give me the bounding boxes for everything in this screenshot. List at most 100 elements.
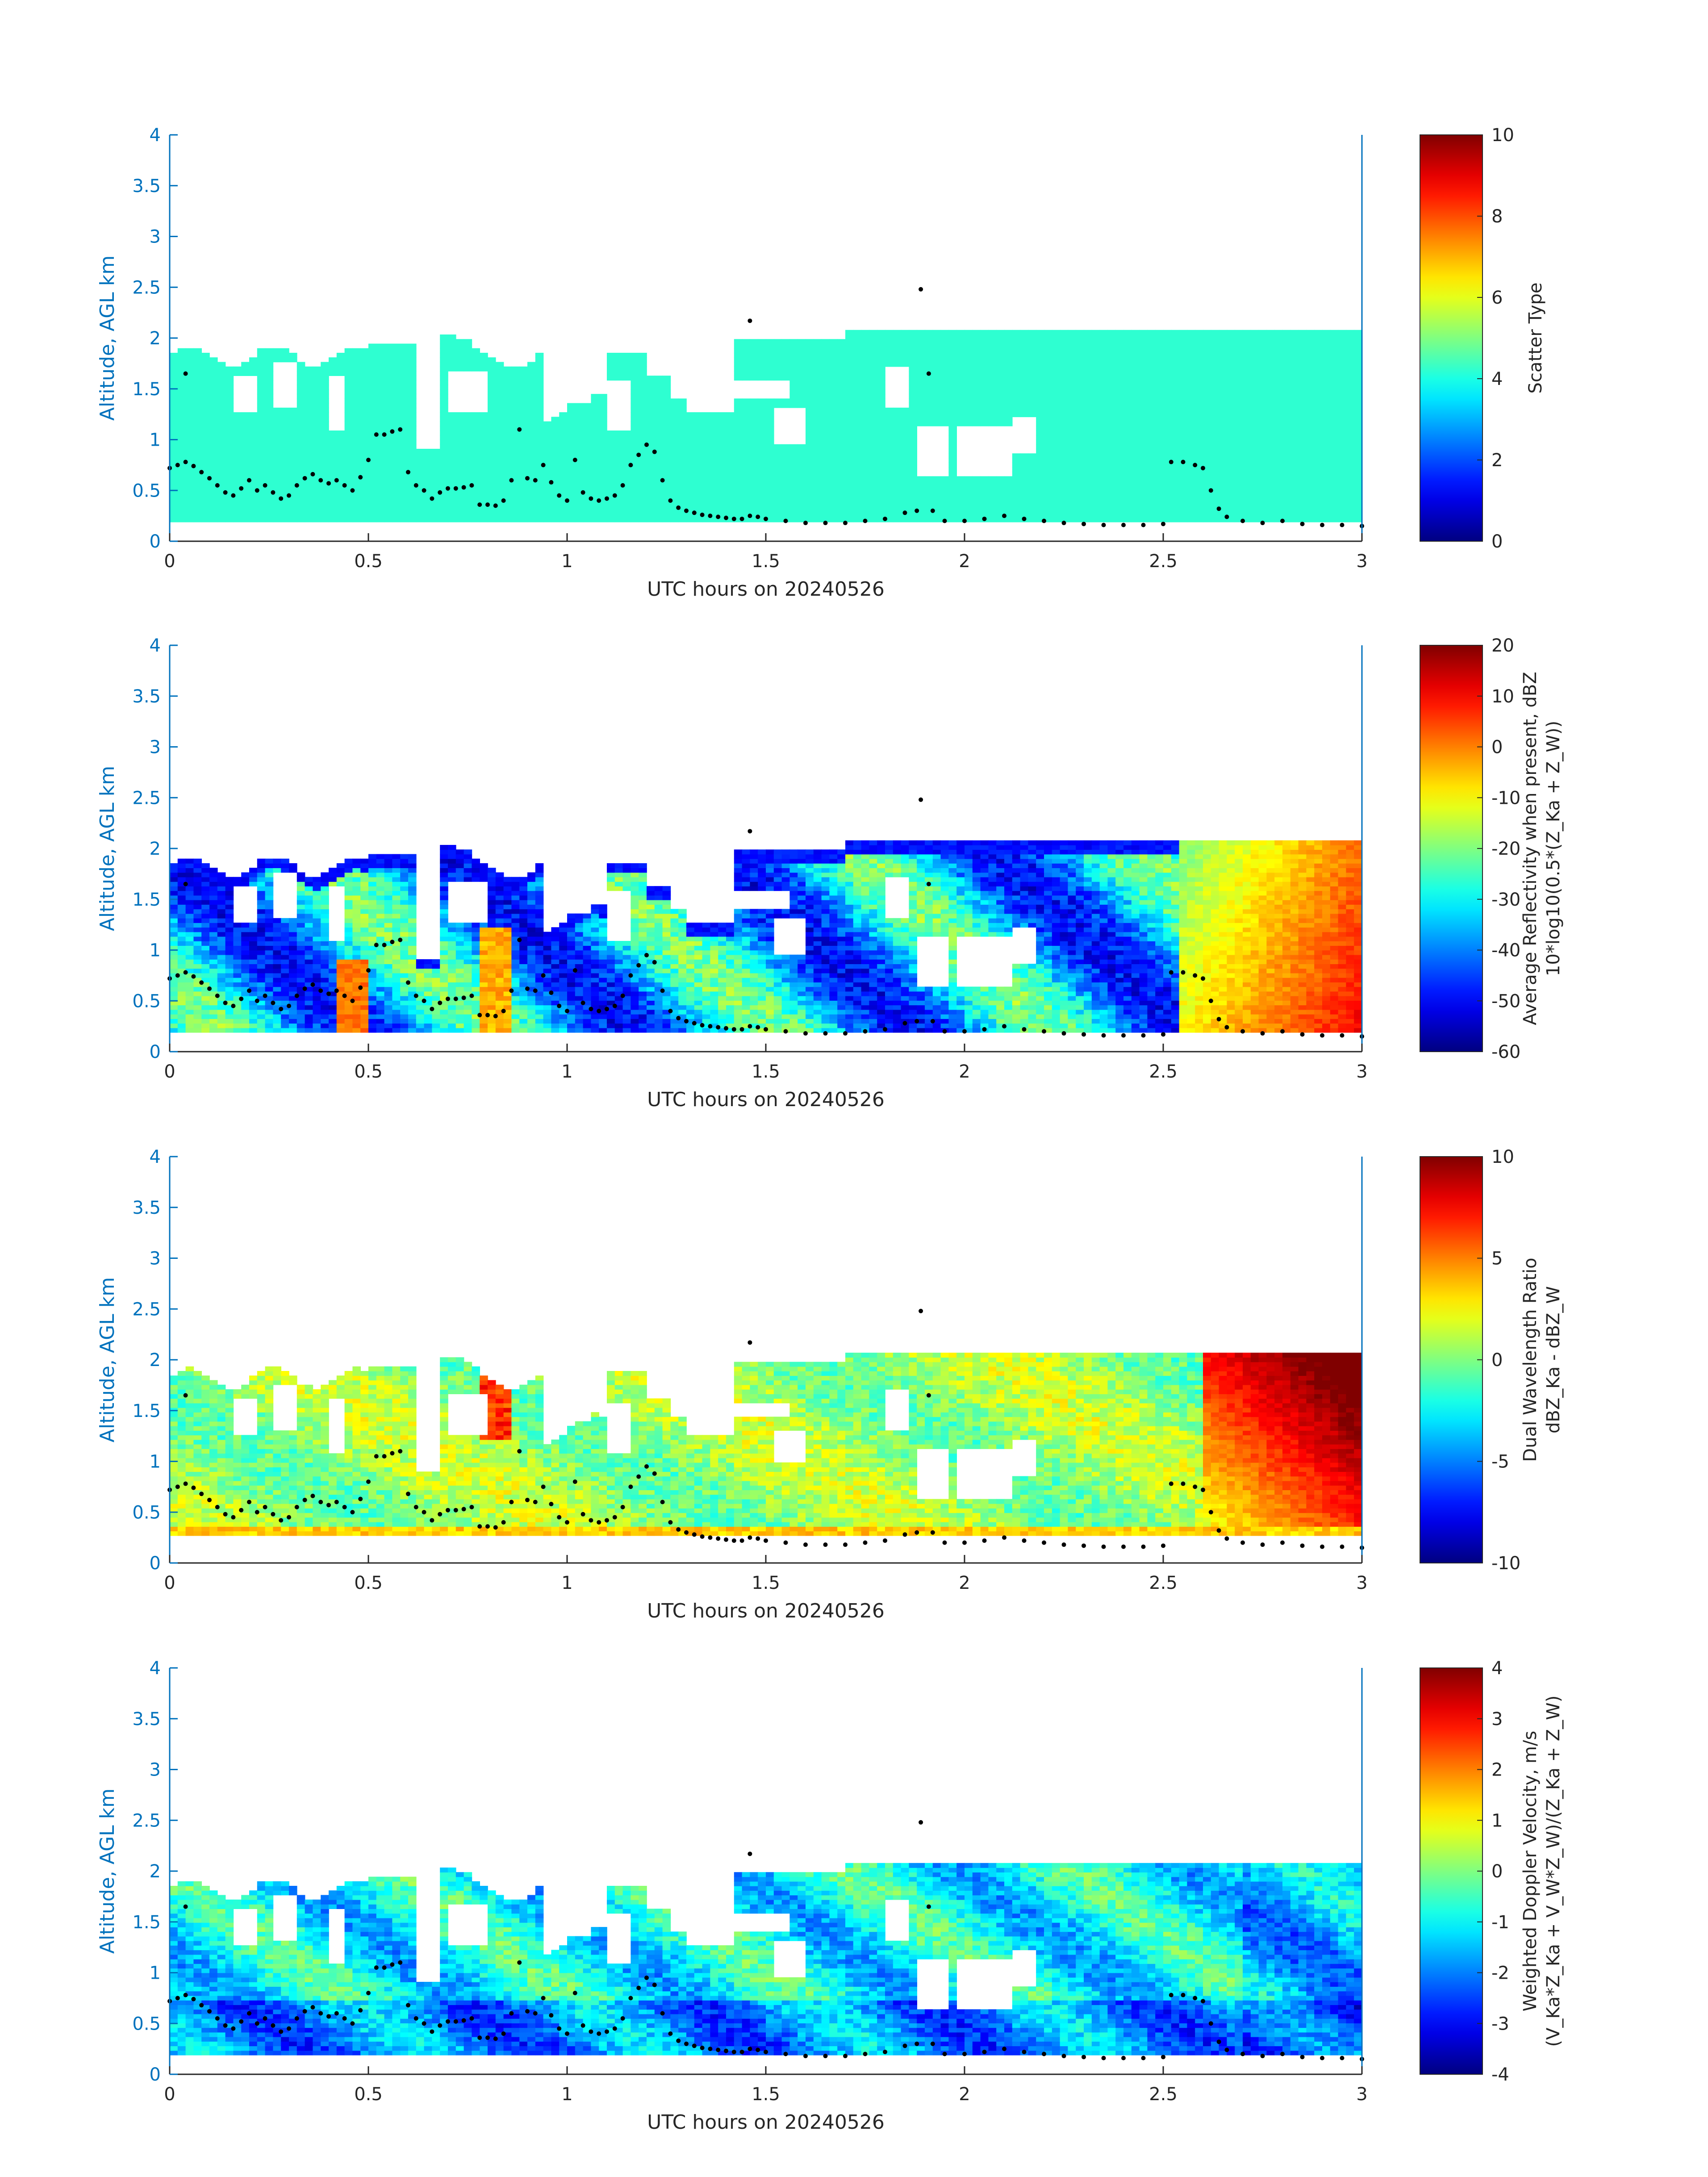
heatmap-cell — [1060, 481, 1069, 486]
heatmap-cell — [511, 394, 520, 399]
heatmap-cell — [384, 472, 393, 476]
heatmap-cell — [1155, 344, 1164, 349]
heatmap-cell — [345, 408, 353, 413]
heatmap-cell — [448, 344, 456, 349]
heatmap-cell — [1115, 440, 1124, 445]
heatmap-cell — [1235, 485, 1243, 490]
heatmap-cell — [1299, 344, 1307, 349]
heatmap-cell — [1290, 490, 1299, 495]
heatmap-cell — [440, 449, 448, 454]
heatmap-cell — [631, 412, 639, 417]
heatmap-cell — [551, 476, 560, 481]
heatmap-cell — [647, 453, 655, 458]
heatmap-cell — [1274, 499, 1283, 504]
heatmap-cell — [941, 362, 949, 367]
heatmap-cell — [193, 513, 202, 518]
heatmap-cell — [249, 417, 258, 422]
heatmap-cell — [496, 472, 504, 476]
heatmap-cell — [352, 435, 361, 440]
heatmap-cell — [1123, 467, 1132, 472]
heatmap-cell — [209, 394, 218, 399]
heatmap-cell — [1211, 398, 1219, 403]
heatmap-cell — [1092, 339, 1100, 344]
heatmap-cell — [1219, 362, 1228, 367]
heatmap-cell — [1123, 458, 1132, 463]
heatmap-cell — [257, 380, 266, 385]
heatmap-cell — [273, 353, 281, 358]
heatmap-cell — [1195, 458, 1203, 463]
heatmap-cell — [1163, 481, 1172, 486]
heatmap-cell — [1179, 508, 1188, 513]
heatmap-cell — [1123, 435, 1132, 440]
heatmap-cell — [901, 357, 910, 362]
heatmap-cell — [798, 508, 806, 513]
heatmap-cell — [209, 449, 218, 454]
heatmap-cell — [1299, 440, 1307, 445]
heatmap-cell — [1266, 490, 1275, 495]
heatmap-cell — [527, 518, 536, 522]
heatmap-cell — [504, 463, 512, 468]
heatmap-cell — [694, 435, 703, 440]
heatmap-cell — [686, 435, 695, 440]
heatmap-cell — [384, 490, 393, 495]
heatmap-cell — [1100, 371, 1108, 376]
heatmap-cell — [766, 412, 774, 417]
heatmap-cell — [289, 504, 297, 509]
heatmap-cell — [1068, 499, 1076, 504]
heatmap-cell — [1068, 430, 1076, 435]
heatmap-cell — [1290, 485, 1299, 490]
heatmap-cell — [1259, 367, 1267, 372]
heatmap-cell — [1299, 513, 1307, 518]
heatmap-cell — [925, 367, 933, 372]
heatmap-cell — [1195, 371, 1203, 376]
heatmap-cell — [742, 426, 751, 431]
heatmap-cell — [853, 389, 862, 394]
heatmap-cell — [647, 417, 655, 422]
heatmap-cell — [178, 444, 186, 449]
heatmap-cell — [1084, 485, 1092, 490]
heatmap-cell — [1060, 353, 1069, 358]
heatmap-cell — [734, 417, 743, 422]
heatmap-cell — [806, 394, 814, 399]
heatmap-cell — [782, 467, 790, 472]
heatmap-cell — [1132, 430, 1140, 435]
heatmap-cell — [670, 408, 679, 413]
heatmap-cell — [901, 467, 910, 472]
heatmap-cell — [1266, 430, 1275, 435]
heatmap-cell — [829, 481, 838, 486]
heatmap-cell — [281, 430, 289, 435]
heatmap-cell — [893, 430, 902, 435]
heatmap-cell — [376, 472, 385, 476]
heatmap-cell — [806, 435, 814, 440]
heatmap-cell — [869, 440, 877, 445]
heatmap-cell — [1084, 472, 1092, 476]
heatmap-cell — [440, 518, 448, 522]
heatmap-cell — [281, 504, 289, 509]
heatmap-cell — [1052, 453, 1061, 458]
heatmap-cell — [1076, 417, 1084, 422]
heatmap-cell — [352, 367, 361, 372]
heatmap-cell — [1052, 403, 1061, 408]
heatmap-cell — [1115, 330, 1124, 335]
heatmap-cell — [607, 453, 615, 458]
heatmap-cell — [678, 417, 687, 422]
heatmap-cell — [1084, 348, 1092, 353]
heatmap-cell — [861, 485, 870, 490]
heatmap-cell — [1140, 371, 1148, 376]
heatmap-cell — [1068, 394, 1076, 399]
heatmap-cell — [822, 403, 830, 408]
heatmap-cell — [448, 449, 456, 454]
heatmap-cell — [464, 504, 472, 509]
heatmap-cell — [1052, 499, 1061, 504]
heatmap-cell — [1068, 385, 1076, 390]
heatmap-cell — [1052, 504, 1061, 509]
heatmap-cell — [1227, 389, 1235, 394]
heatmap-cell — [742, 339, 751, 344]
heatmap-cell — [1028, 494, 1036, 499]
heatmap-cell — [456, 504, 464, 509]
heatmap-cell — [1092, 504, 1100, 509]
heatmap-cell — [1044, 344, 1052, 349]
heatmap-cell — [694, 463, 703, 468]
heatmap-cell — [1115, 458, 1124, 463]
heatmap-cell — [511, 440, 520, 445]
